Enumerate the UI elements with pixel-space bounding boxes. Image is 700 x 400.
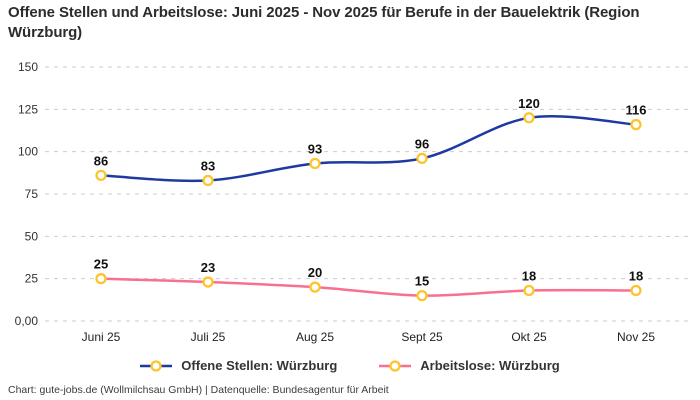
data-point-label: 25 — [94, 257, 108, 272]
data-point-marker — [630, 284, 642, 297]
data-point-label: 96 — [415, 136, 429, 151]
x-tick-label: Juli 25 — [191, 330, 226, 344]
data-point-marker — [309, 281, 321, 293]
data-point-label: 86 — [94, 153, 108, 168]
y-tick-label: 0,00 — [15, 314, 39, 328]
data-point-label: 116 — [626, 103, 647, 118]
x-tick-label: Nov 25 — [617, 330, 655, 344]
x-tick-label: Sept 25 — [401, 330, 443, 344]
data-point-marker — [202, 276, 214, 288]
legend-label: Arbeitslose: Würzburg — [420, 358, 560, 373]
data-point-marker — [95, 273, 107, 285]
data-point-marker — [630, 118, 642, 131]
data-point-marker — [523, 112, 535, 124]
data-point-label: 18 — [522, 269, 536, 284]
y-tick-label: 50 — [25, 229, 39, 243]
x-tick-label: Okt 25 — [511, 330, 547, 344]
series-line — [100, 277, 637, 297]
legend-label: Offene Stellen: Würzburg — [181, 358, 338, 373]
data-point-label: 93 — [308, 142, 322, 157]
legend-line-marker-icon — [379, 359, 412, 372]
chart-footer: Chart: gute-jobs.de (Wollmilchsau GmbH) … — [8, 384, 389, 396]
x-tick-label: Aug 25 — [296, 330, 334, 344]
data-point-marker — [416, 289, 428, 302]
y-tick-label: 25 — [25, 272, 39, 286]
data-point-marker — [523, 284, 535, 297]
data-point-marker — [416, 152, 428, 165]
y-tick-label: 100 — [18, 145, 38, 159]
data-point-label: 18 — [629, 269, 643, 284]
y-tick-label: 150 — [18, 60, 38, 74]
data-point-label: 23 — [201, 260, 215, 275]
chart-title: Offene Stellen und Arbeitslose: Juni 202… — [8, 4, 640, 41]
x-tick-label: Juni 25 — [82, 330, 121, 344]
y-tick-label: 75 — [25, 187, 39, 201]
line-chart-plot-area: 0,00 25 50 75 100 125 150 Juni 25 Juli 25 Aug 25 S… — [15, 60, 690, 344]
series-line — [100, 114, 637, 183]
legend-line-marker-icon — [140, 359, 173, 372]
data-point-label: 20 — [308, 265, 322, 280]
data-point-label: 15 — [415, 274, 429, 289]
data-point-label: 83 — [201, 158, 215, 173]
data-point-marker — [95, 169, 107, 182]
chart-legend: Offene Stellen: Würzburg Arbeitslose: Wür… — [0, 358, 700, 373]
legend-item: Arbeitslose: Würzburg — [379, 358, 560, 373]
data-point-marker — [202, 174, 214, 187]
data-point-label: 120 — [518, 96, 540, 111]
legend-item: Offene Stellen: Würzburg — [140, 358, 337, 373]
data-point-marker — [309, 157, 321, 170]
y-tick-label: 125 — [18, 102, 38, 116]
